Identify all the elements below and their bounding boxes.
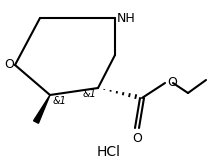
- Text: O: O: [4, 58, 14, 72]
- Text: &1: &1: [82, 89, 96, 99]
- Text: O: O: [167, 76, 177, 90]
- Text: NH: NH: [117, 11, 136, 25]
- Text: HCl: HCl: [97, 145, 121, 159]
- Text: &1: &1: [53, 96, 67, 106]
- Polygon shape: [34, 95, 50, 123]
- Text: O: O: [132, 132, 142, 145]
